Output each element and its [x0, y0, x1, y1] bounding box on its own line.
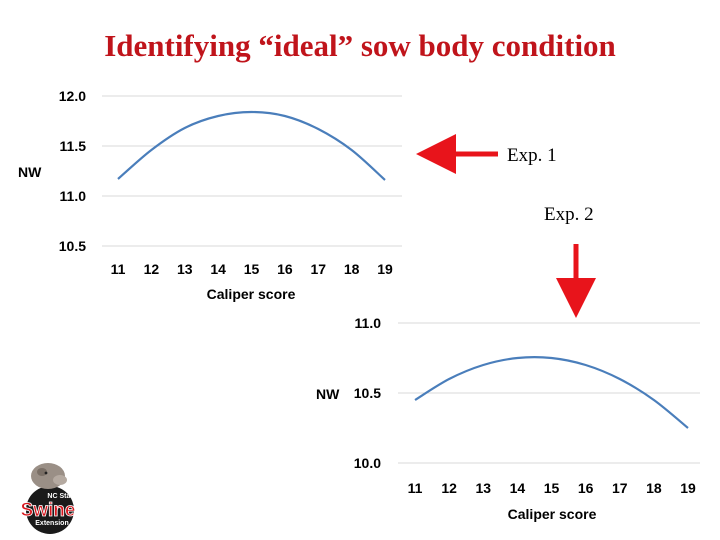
chart-exp1-xtick-label: 12 [144, 261, 160, 277]
nc-state-swine-extension-logo: NC State Swine Extension [20, 463, 77, 534]
chart-exp1-yticks: 12.0 11.5 11.0 10.5 [59, 88, 86, 254]
chart-exp2-ytick-label: 10.5 [354, 385, 381, 401]
chart-exp1-xtick-label: 15 [244, 261, 260, 277]
chart-exp1-ytick-label: 11.5 [60, 138, 87, 154]
chart-exp1-ytick-label: 12.0 [59, 88, 86, 104]
chart-exp2-xtick-label: 14 [510, 480, 526, 496]
logo-line2: Extension [35, 520, 68, 527]
chart-exp1-xtick-label: 17 [310, 261, 326, 277]
chart-exp1-xtick-label: 11 [111, 261, 126, 277]
chart-exp2-xlabel: Caliper score [508, 506, 597, 522]
slide-title: Identifying “ideal” sow body condition [104, 28, 616, 63]
chart-exp2-xtick-label: 12 [441, 480, 457, 496]
chart-exp2-xtick-label: 16 [578, 480, 594, 496]
chart-exp2-gridlines [398, 322, 700, 464]
chart-exp1-xtick-label: 18 [344, 261, 360, 277]
chart-exp1-xtick-label: 13 [177, 261, 193, 277]
chart-exp2-ytick-label: 11.0 [355, 315, 382, 331]
chart-exp1-xlabel: Caliper score [207, 286, 296, 302]
exp1-annotation: Exp. 1 [507, 145, 557, 166]
chart-exp2-xtick-label: 18 [646, 480, 662, 496]
chart-exp2-xtick-label: 13 [475, 480, 491, 496]
chart-exp2-ytick-label: 10.0 [354, 455, 381, 471]
chart-exp1-ylabel: NW [18, 164, 42, 180]
chart-exp2-xticks: 11 12 13 14 15 16 17 18 19 [408, 480, 696, 496]
chart-exp2: 11 12 13 14 15 16 17 18 19 11.0 10.5 10.0 NW Calip… [316, 315, 700, 522]
chart-exp1-xtick-label: 16 [277, 261, 293, 277]
chart-exp1-series-line [117, 110, 386, 181]
chart-exp1-gridlines [102, 95, 402, 247]
chart-exp2-xtick-label: 11 [408, 480, 423, 496]
chart-exp1: 11 12 13 14 15 16 17 18 19 12.0 11.5 11.0 10.5 NW C… [18, 88, 402, 302]
chart-exp1-xticks: 11 12 13 14 15 16 17 18 19 [111, 261, 393, 277]
chart-exp1-ytick-label: 10.5 [59, 238, 86, 254]
chart-exp2-series-line [414, 356, 689, 429]
chart-exp2-xtick-label: 17 [612, 480, 628, 496]
logo-word: Swine [21, 500, 76, 521]
chart-exp1-xtick-label: 14 [210, 261, 226, 277]
chart-exp2-xtick-label: 15 [544, 480, 560, 496]
exp2-annotation: Exp. 2 [544, 204, 594, 225]
chart-exp1-ytick-label: 11.0 [60, 188, 87, 204]
chart-exp2-ylabel: NW [316, 386, 340, 402]
chart-exp1-xtick-label: 19 [377, 261, 393, 277]
chart-exp2-xtick-label: 19 [680, 480, 696, 496]
logo-line1: NC State [47, 493, 76, 500]
chart-exp2-yticks: 11.0 10.5 10.0 [354, 315, 381, 471]
